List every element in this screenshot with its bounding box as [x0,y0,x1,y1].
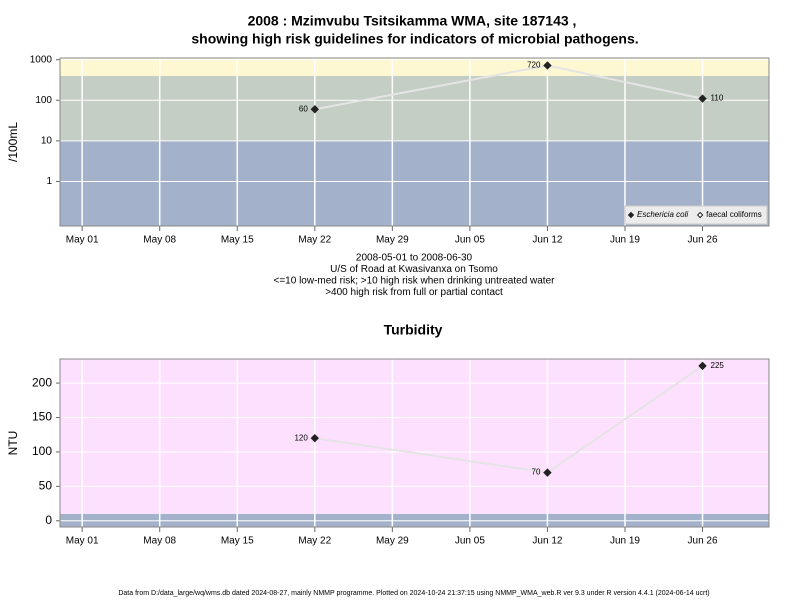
risk-band [60,359,769,514]
y-tick-label: 1 [46,176,52,187]
x-tick-label: May 29 [376,536,409,547]
data-label: 120 [294,433,308,442]
data-point [543,61,552,70]
annotation: <=10 low-med risk; >10 high risk when dr… [274,276,556,287]
y-tick-label: 150 [32,410,52,424]
annotation: U/S of Road at Kwasivanxa on Tsomo [330,264,498,275]
data-point [698,361,707,371]
x-tick-label: Jun 19 [610,536,640,547]
data-point [543,468,552,477]
chart-title: 2008 : Mzimvubu Tsitsikamma WMA, site 18… [248,13,577,29]
legend-label: faecal coliforms [706,210,762,219]
data-label: 110 [711,94,724,103]
legend-label: Eschericia coli [637,210,688,219]
risk-band [60,75,769,141]
legend-box [624,205,768,225]
plot-frame [59,57,770,227]
y-tick-label: 50 [39,479,53,493]
x-tick-label: May 15 [221,235,254,246]
data-point [698,94,707,103]
x-tick-label: May 08 [143,536,176,547]
x-tick-label: Jun 26 [688,536,718,547]
x-tick-label: May 29 [376,235,409,246]
x-tick-label: May 22 [298,235,331,246]
chart-title: Turbidity [384,322,443,338]
x-tick-label: May 08 [143,235,176,246]
data-label: 70 [532,468,541,477]
risk-band [60,58,769,76]
y-axis-label: NTU [6,431,20,456]
x-tick-label: May 22 [298,536,331,547]
x-tick-label: Jun 05 [455,536,485,547]
x-tick-label: May 15 [221,536,254,547]
legend-marker [696,211,704,219]
data-label: 720 [527,61,541,70]
data-label: 60 [299,104,308,113]
x-tick-label: Jun 12 [532,536,562,547]
annotation: >400 high risk from full or partial cont… [325,287,503,298]
x-tick-label: May 01 [66,235,99,246]
x-tick-label: May 01 [66,536,99,547]
annotation: 2008-05-01 to 2008-06-30 [356,253,473,264]
footer: Data from D:/data_large/wq/wms.db dated … [118,590,709,597]
x-tick-label: Jun 12 [532,235,562,246]
y-tick-label: 1000 [30,54,53,65]
x-tick-label: Jun 26 [688,235,718,246]
data-point [310,105,320,114]
y-tick-label: 10 [41,136,53,147]
y-axis-label: /100mL [6,122,20,162]
y-tick-label: 200 [32,375,52,389]
y-tick-label: 100 [32,444,52,458]
legend-marker [627,211,635,219]
x-tick-label: Jun 05 [455,235,485,246]
plot-frame [59,358,770,528]
y-tick-label: 100 [35,95,52,106]
chart-subtitle: showing high risk guidelines for indicat… [191,31,638,47]
x-tick-label: Jun 19 [610,235,640,246]
data-point [310,433,320,443]
data-label: 225 [711,361,725,370]
y-tick-label: 0 [45,513,52,527]
